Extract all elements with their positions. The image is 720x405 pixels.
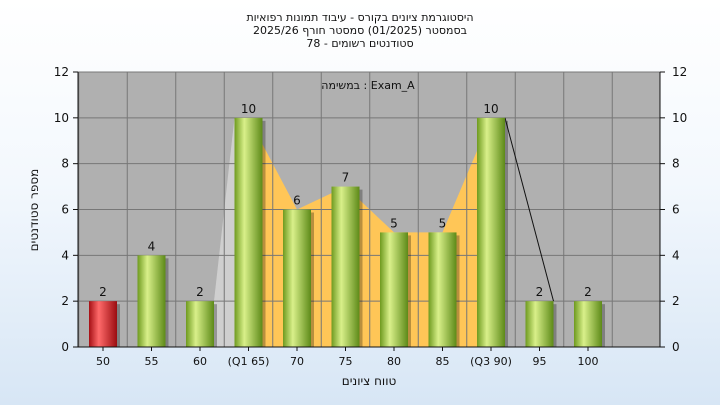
x-axis-label: טווח ציונים: [342, 374, 397, 388]
x-tick-label: 75: [339, 355, 353, 368]
y-tick-label-right: 4: [672, 248, 680, 262]
bar: [186, 301, 214, 347]
chart-subtitle-semester: בסמסטר (01/2025) סמסטר חורף 2025/26: [253, 24, 467, 37]
bar: [331, 186, 360, 347]
x-tick-label: 95: [533, 355, 547, 368]
bar: [477, 117, 505, 347]
bar: [380, 232, 408, 347]
y-axis-label: מספר סטודנטים: [27, 169, 41, 252]
y-tick-label-right: 6: [672, 203, 680, 217]
x-tick-label: 85: [436, 355, 450, 368]
bar-value-label: 4: [148, 239, 156, 253]
x-tick-label: 100: [578, 355, 599, 368]
bar: [428, 232, 457, 347]
bar-value-label: 5: [439, 216, 447, 230]
y-tick-label-right: 0: [672, 340, 680, 354]
x-tick-label: 55: [145, 355, 159, 368]
x-tick-label: (Q3 90): [470, 355, 512, 368]
bar-value-label: 6: [293, 194, 301, 208]
bar-value-label: 10: [241, 102, 256, 116]
y-tick-label-right: 2: [672, 294, 680, 308]
chart-subtitle-students: סטודנטים רשומים - 78: [306, 37, 414, 50]
y-tick-label-left: 2: [61, 294, 69, 308]
bar-highlight: [89, 301, 117, 347]
y-tick-label-left: 4: [61, 248, 69, 262]
x-tick-label: (Q1 65): [228, 355, 270, 368]
distribution-line: [504, 117, 554, 302]
bar: [234, 117, 263, 347]
bar-value-label: 10: [483, 102, 498, 116]
bar-value-label: 2: [196, 285, 204, 299]
x-tick-label: 60: [193, 355, 207, 368]
x-tick-label: 80: [387, 355, 401, 368]
y-tick-label-right: 10: [672, 111, 687, 125]
y-tick-label-right: 12: [672, 65, 687, 79]
bar-value-label: 2: [99, 285, 107, 299]
exam-annotation: במשימה : Exam_A: [321, 79, 415, 92]
bar: [137, 255, 166, 347]
y-tick-label-right: 8: [672, 157, 680, 171]
bar: [283, 209, 311, 347]
y-tick-label-left: 10: [54, 111, 69, 125]
y-tick-label-left: 12: [54, 65, 69, 79]
bar-value-label: 5: [390, 216, 398, 230]
bar-value-label: 7: [342, 171, 350, 185]
bar-value-label: 2: [536, 285, 544, 299]
y-tick-label-left: 6: [61, 203, 69, 217]
x-tick-label: 50: [96, 355, 110, 368]
x-tick-label: 70: [290, 355, 304, 368]
y-tick-label-left: 0: [61, 340, 69, 354]
bar: [525, 301, 554, 347]
bar: [574, 301, 602, 347]
chart-title: היסטוגרמת ציונים בקורס - עיבוד תמונות רפ…: [246, 11, 474, 24]
y-tick-label-left: 8: [61, 157, 69, 171]
bar-value-label: 2: [584, 285, 592, 299]
